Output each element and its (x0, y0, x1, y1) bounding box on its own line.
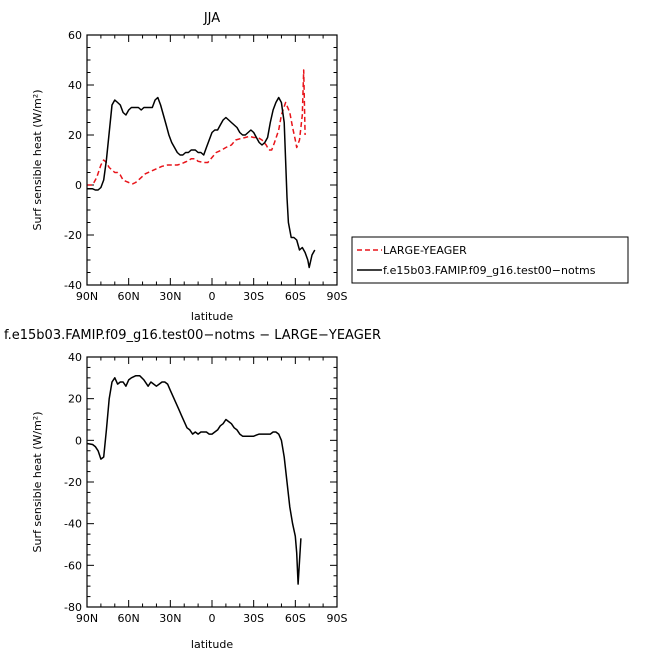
y-tick-label: -40 (64, 279, 82, 292)
bottom-panel-title: f.e15b03.FAMIP.f09_g16.test00−notms − LA… (4, 328, 381, 343)
x-tick-label: 0 (209, 612, 216, 625)
y-tick-label: -80 (64, 601, 82, 614)
x-tick-label: 60S (285, 290, 306, 303)
legend-box (351, 236, 629, 284)
x-tick-label: 90N (76, 290, 98, 303)
bottom-panel: f.e15b03.FAMIP.f09_g16.test00−notms − LA… (4, 328, 381, 651)
y-tick-label: 0 (75, 434, 82, 447)
series-line-1 (87, 96, 316, 269)
series-line-0 (87, 69, 306, 186)
y-tick-label: 0 (75, 179, 82, 192)
top-panel-frame (86, 34, 338, 286)
top-panel-ticks: 90N 60N 30N 0 30S 60S 90S -40 -20 0 20 40 60 (64, 29, 347, 303)
y-tick-label: 60 (68, 29, 82, 42)
x-tick-label: 60S (285, 612, 306, 625)
top-panel-series (87, 69, 316, 269)
y-tick-label: 40 (68, 79, 82, 92)
legend: LARGE-YEAGER f.e15b03.FAMIP.f09_g16.test… (351, 236, 629, 284)
x-tick-label: 90S (327, 612, 348, 625)
y-tick-label: 20 (68, 129, 82, 142)
x-tick-label: 90N (76, 612, 98, 625)
y-tick-label: -40 (64, 518, 82, 531)
top-panel-title: JJA (203, 11, 220, 26)
x-tick-label: 30S (243, 290, 264, 303)
bottom-panel-xlabel: latitude (191, 638, 233, 651)
top-panel-ylabel: Surf sensible heat (W/m²) (31, 90, 44, 231)
x-tick-label: 60N (118, 290, 140, 303)
y-tick-label: 40 (68, 351, 82, 364)
x-tick-label: 30N (159, 290, 181, 303)
bottom-panel-ylabel: Surf sensible heat (W/m²) (31, 412, 44, 553)
top-panel-xlabel: latitude (191, 310, 233, 323)
x-tick-label: 30N (159, 612, 181, 625)
legend-label-large-yeager: LARGE-YEAGER (383, 244, 467, 257)
x-tick-label: 0 (209, 290, 216, 303)
legend-label-test00: f.e15b03.FAMIP.f09_g16.test00−notms (383, 264, 596, 277)
x-tick-label: 90S (327, 290, 348, 303)
bottom-panel-series (86, 375, 302, 585)
x-tick-label: 30S (243, 612, 264, 625)
y-tick-label: -20 (64, 229, 82, 242)
y-tick-label: 20 (68, 393, 82, 406)
y-tick-label: -20 (64, 476, 82, 489)
bottom-panel-ticks: 90N 60N 30N 0 30S 60S 90S -80 -60 -40 -20 0 20 40 (64, 351, 347, 625)
y-tick-label: -60 (64, 559, 82, 572)
bottom-panel-frame (86, 356, 338, 608)
top-panel: JJA 90N 60N 30N 0 30S 60S 90S -40 -20 0 20 40 60 lat… (31, 11, 348, 323)
series-line-0 (86, 375, 302, 585)
x-tick-label: 60N (118, 612, 140, 625)
